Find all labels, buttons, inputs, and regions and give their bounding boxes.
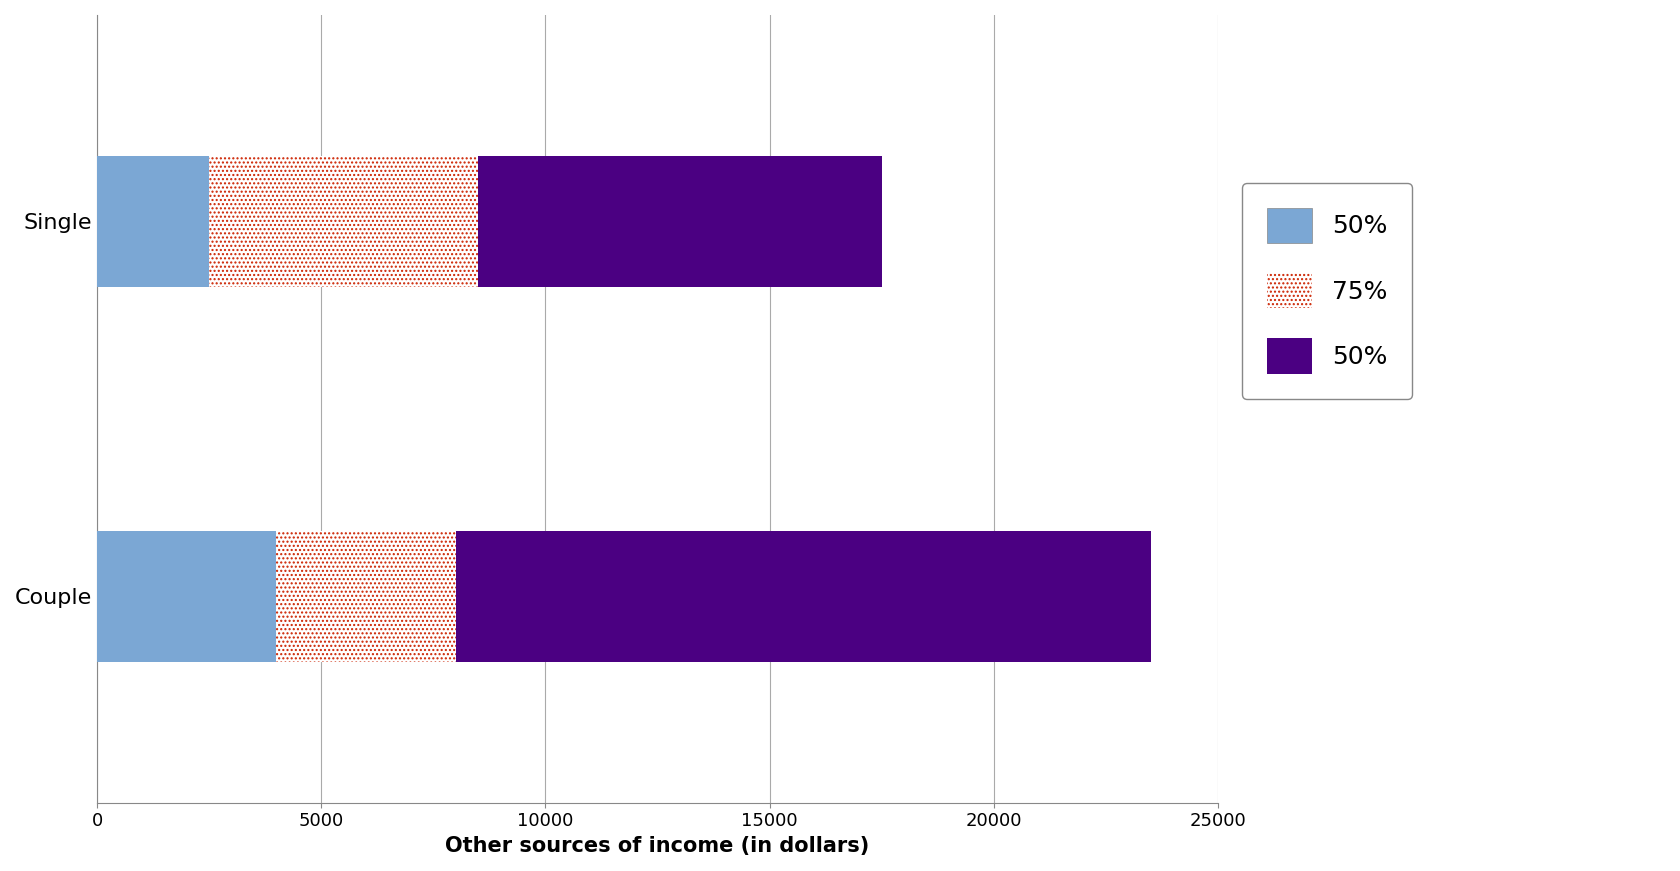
- Bar: [455, 530, 1151, 662]
- Bar: [276, 530, 455, 662]
- Bar: [477, 156, 882, 287]
- Bar: [97, 530, 276, 662]
- Bar: [208, 156, 477, 287]
- Bar: [97, 156, 208, 287]
- X-axis label: Other sources of income (in dollars): Other sources of income (in dollars): [445, 836, 869, 856]
- Legend: 50%, 75%, 50%: 50%, 75%, 50%: [1242, 183, 1411, 399]
